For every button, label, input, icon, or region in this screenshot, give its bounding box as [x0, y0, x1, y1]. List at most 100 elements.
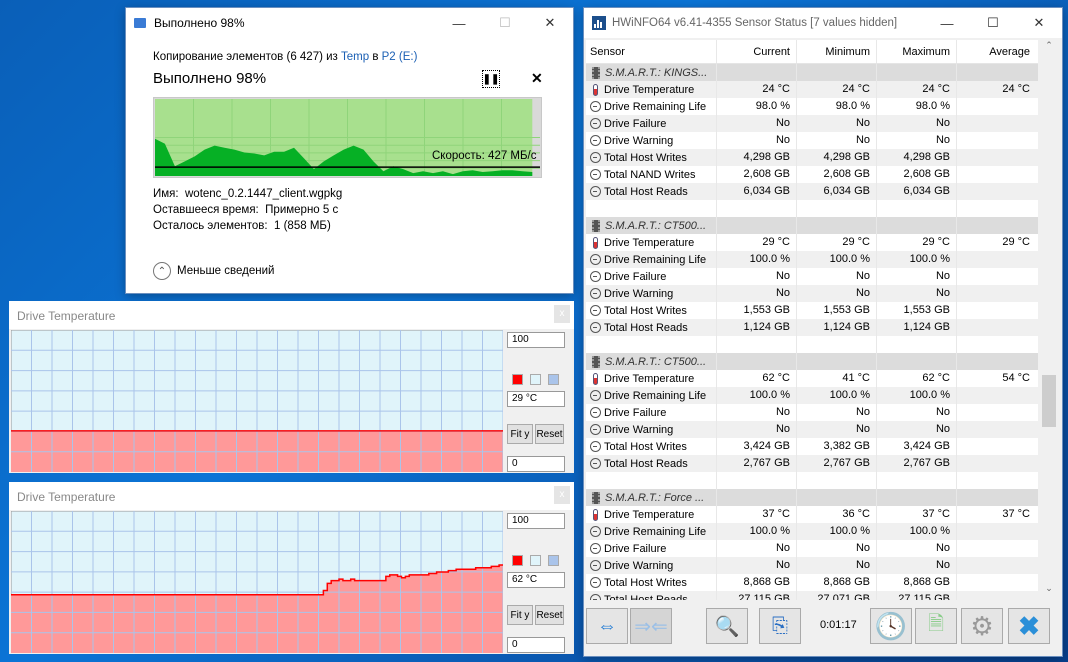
grid-color-swatch[interactable]: [548, 374, 559, 385]
average-value: [956, 319, 1036, 336]
table-row[interactable]: Drive Failure No No No: [586, 115, 1038, 132]
sensor-name: Total Host Writes: [604, 304, 687, 317]
graph-close-button[interactable]: x: [554, 305, 570, 323]
collapse-button[interactable]: ⇒⇐: [630, 608, 672, 644]
current-value: 6,034 GB: [716, 183, 796, 200]
table-row[interactable]: Drive Temperature 37 °C 36 °C 37 °C 37 °C: [586, 506, 1038, 523]
sensor-cell: Drive Warning: [586, 288, 716, 300]
table-row[interactable]: Drive Temperature 24 °C 24 °C 24 °C 24 °C: [586, 81, 1038, 98]
table-row[interactable]: Drive Remaining Life 100.0 % 100.0 % 100.0 …: [586, 251, 1038, 268]
table-row[interactable]: Drive Remaining Life 100.0 % 100.0 % 100.0 …: [586, 387, 1038, 404]
column-header-current[interactable]: Current: [716, 40, 796, 63]
table-row[interactable]: Total NAND Writes 2,608 GB 2,608 GB 2,608 G…: [586, 166, 1038, 183]
less-details-label: Меньше сведений: [177, 265, 275, 277]
column-header-sensor[interactable]: Sensor: [590, 45, 625, 58]
clock-button[interactable]: 🕓: [870, 608, 912, 644]
column-header-maximum[interactable]: Maximum: [876, 40, 956, 63]
sensor-group-row[interactable]: S.M.A.R.T.: Force ...: [586, 489, 1038, 506]
maximum-value: 62 °C: [876, 370, 956, 387]
table-row[interactable]: Total Host Writes 8,868 GB 8,868 GB 8,868 G…: [586, 574, 1038, 591]
network-button[interactable]: ⎘: [759, 608, 801, 644]
graph-current-value: 29 °C: [507, 391, 565, 407]
table-row[interactable]: Drive Warning No No No: [586, 557, 1038, 574]
graph-min-field[interactable]: 0: [507, 456, 565, 472]
table-row[interactable]: Total Host Writes 4,298 GB 4,298 GB 4,298 G…: [586, 149, 1038, 166]
average-value: [956, 353, 1036, 370]
table-row[interactable]: Total Host Reads 2,767 GB 2,767 GB 2,767 GB: [586, 455, 1038, 472]
scroll-down-icon[interactable]: ⌄: [1045, 583, 1053, 593]
table-row[interactable]: Total Host Writes 1,553 GB 1,553 GB 1,553 G…: [586, 302, 1038, 319]
table-row[interactable]: Total Host Writes 3,424 GB 3,382 GB 3,424 G…: [586, 438, 1038, 455]
maximum-value: [876, 489, 956, 506]
reset-button[interactable]: Reset: [535, 424, 564, 444]
table-row[interactable]: Drive Remaining Life 98.0 % 98.0 % 98.0 %: [586, 98, 1038, 115]
line-color-swatch[interactable]: [512, 555, 523, 566]
column-header-average[interactable]: Average: [956, 40, 1036, 63]
close-sensors-button[interactable]: ✖: [1008, 608, 1050, 644]
minimum-value: [796, 336, 876, 353]
table-row[interactable]: Total Host Reads 27,115 GB 27,071 GB 27,115…: [586, 591, 1038, 600]
minimize-button[interactable]: —: [452, 15, 466, 31]
table-row[interactable]: Drive Warning No No No: [586, 421, 1038, 438]
table-row[interactable]: Drive Failure No No No: [586, 268, 1038, 285]
background-color-swatch[interactable]: [530, 374, 541, 385]
maximum-value: [876, 353, 956, 370]
table-row[interactable]: Drive Warning No No No: [586, 285, 1038, 302]
drive-chip-icon: [592, 491, 600, 504]
table-row[interactable]: Total Host Reads 6,034 GB 6,034 GB 6,034 GB: [586, 183, 1038, 200]
graph-max-field[interactable]: 100: [507, 332, 565, 348]
maximize-button[interactable]: ☐: [499, 15, 511, 30]
source-link[interactable]: Temp: [341, 51, 370, 63]
background-color-swatch[interactable]: [530, 555, 541, 566]
maximum-value: 3,424 GB: [876, 438, 956, 455]
scroll-thumb[interactable]: [1042, 375, 1056, 427]
sensor-group-row[interactable]: S.M.A.R.T.: KINGS...: [586, 64, 1038, 81]
current-value: 62 °C: [716, 370, 796, 387]
add-report-button[interactable]: 🗎: [915, 608, 957, 644]
close-button[interactable]: ✕: [544, 15, 556, 30]
table-row[interactable]: Drive Failure No No No: [586, 404, 1038, 421]
graph-min-field[interactable]: 0: [507, 637, 565, 653]
line-color-swatch[interactable]: [512, 374, 523, 385]
grid-color-swatch[interactable]: [548, 555, 559, 566]
current-value: 29 °C: [716, 234, 796, 251]
title-bar: Выполнено 98% — ☐ ✕: [126, 8, 573, 38]
expand-button[interactable]: ⇔: [586, 608, 628, 644]
column-header-minimum[interactable]: Minimum: [796, 40, 876, 63]
cancel-copy-button[interactable]: ✕: [531, 70, 543, 86]
minimum-value: No: [796, 132, 876, 149]
sensor-name: S.M.A.R.T.: KINGS...: [605, 66, 708, 79]
copy-icon: [134, 18, 146, 28]
table-row[interactable]: Drive Temperature 29 °C 29 °C 29 °C 29 °C: [586, 234, 1038, 251]
graph-max-field[interactable]: 100: [507, 513, 565, 529]
dest-link[interactable]: P2 (E:): [381, 51, 418, 63]
table-row[interactable]: Drive Warning No No No: [586, 132, 1038, 149]
table-row[interactable]: Drive Failure No No No: [586, 540, 1038, 557]
table-row[interactable]: Drive Temperature 62 °C 41 °C 62 °C 54 °C: [586, 370, 1038, 387]
sensor-group-row[interactable]: S.M.A.R.T.: CT500...: [586, 217, 1038, 234]
gauge-icon: [590, 118, 601, 129]
graph-close-button[interactable]: x: [554, 486, 570, 504]
sensor-group-row[interactable]: S.M.A.R.T.: CT500...: [586, 353, 1038, 370]
close-button[interactable]: ✕: [1033, 15, 1045, 30]
current-value: [716, 472, 796, 489]
average-value: [956, 574, 1036, 591]
minimize-button[interactable]: —: [940, 15, 954, 31]
less-details-button[interactable]: ⌃ Меньше сведений: [153, 262, 274, 280]
table-row[interactable]: Drive Remaining Life 100.0 % 100.0 % 100.0 …: [586, 523, 1038, 540]
current-value: [716, 217, 796, 234]
monitor-search-button[interactable]: 🔍: [706, 608, 748, 644]
pause-button[interactable]: ❚❚: [482, 70, 500, 88]
vertical-scrollbar[interactable]: ⌃ ⌄: [1040, 40, 1058, 600]
reset-button[interactable]: Reset: [535, 605, 564, 625]
settings-button[interactable]: ⚙: [961, 608, 1003, 644]
copy-description: Копирование элементов (6 427) из Temp в …: [153, 51, 417, 63]
table-row[interactable]: Total Host Reads 1,124 GB 1,124 GB 1,124 GB: [586, 319, 1038, 336]
fit-y-button[interactable]: Fit y: [507, 424, 533, 444]
maximize-button[interactable]: ☐: [987, 15, 999, 30]
graph-title: Drive Temperature: [9, 301, 574, 329]
fit-y-button[interactable]: Fit y: [507, 605, 533, 625]
sensor-cell: Total Host Reads: [586, 322, 716, 334]
sensor-cell: Total Host Reads: [586, 458, 716, 470]
scroll-up-icon[interactable]: ⌃: [1045, 40, 1053, 50]
